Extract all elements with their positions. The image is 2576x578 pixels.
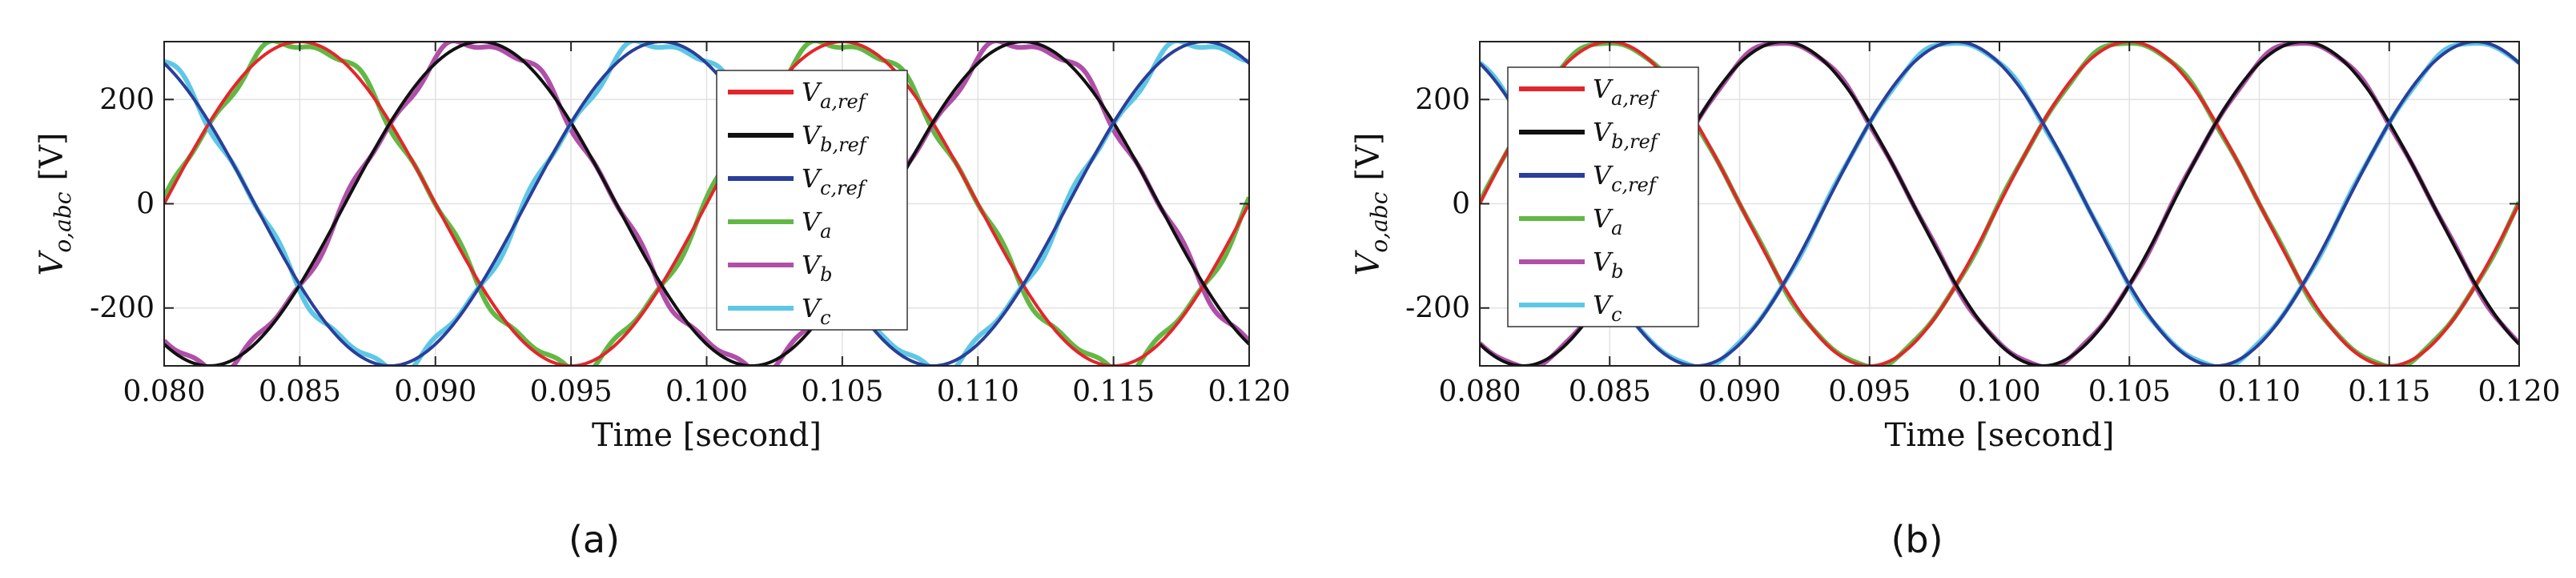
x-tick-label: 0.120	[1208, 375, 1290, 408]
series-line-b-ref	[164, 42, 1249, 366]
legend-label-a-ref: Va,ref	[1593, 74, 1660, 110]
y-tick-label: 0	[1452, 188, 1470, 221]
x-tick-label: 0.080	[123, 375, 205, 408]
x-axis-title: Time [second]	[592, 417, 822, 454]
x-tick-label: 0.090	[394, 375, 476, 408]
y-axis-title: Vo,abc[V]	[34, 132, 76, 275]
legend-label-b: Vb	[1593, 247, 1623, 283]
x-tick-label: 0.085	[1569, 375, 1651, 408]
series-group	[164, 42, 1249, 366]
x-tick-label: 0.105	[801, 375, 883, 408]
panel-caption: (a)	[569, 518, 620, 561]
x-tick-label: 0.110	[2218, 375, 2301, 408]
x-tick-label: 0.095	[1828, 375, 1911, 408]
x-tick-label: 0.085	[259, 375, 341, 408]
y-tick-label: 0	[136, 188, 155, 221]
chart-panel-a: 0.080 0.085 0.090 0.095 0.100 0.105 0.110 0.115…	[34, 41, 1291, 561]
legend-label-c: Vc	[802, 293, 831, 329]
legend-label-b-ref: Vb,ref	[1593, 117, 1661, 153]
series-line-a-ref	[1480, 42, 2519, 366]
x-tick-label: 0.100	[665, 375, 748, 408]
legend-label-c-ref: Vc,ref	[1593, 160, 1659, 196]
chart-panel-b: 0.080 0.085 0.090 0.095 0.100 0.105 0.110 0.115…	[1350, 41, 2561, 561]
y-axis-title: Vo,abc[V]	[1350, 132, 1392, 275]
x-tick-label: 0.105	[2088, 375, 2171, 408]
x-tick-label: 0.115	[1072, 375, 1155, 408]
y-tick-label: 200	[99, 83, 155, 116]
legend-label-a-ref: Va,ref	[802, 77, 869, 113]
x-tick-label: 0.095	[530, 375, 613, 408]
x-axis-title: Time [second]	[1884, 417, 2114, 454]
legend-box	[1507, 66, 1699, 327]
series-line-c-ref	[164, 42, 1249, 366]
panel-caption: (b)	[1891, 518, 1943, 561]
y-tick-label: 200	[1415, 83, 1470, 116]
x-tick-label: 0.110	[937, 375, 1019, 408]
series-line-c-ref	[1480, 42, 2519, 366]
legend-label-b-ref: Vb,ref	[802, 120, 870, 156]
legend-label-c-ref: Vc,ref	[802, 163, 868, 199]
legend-label-c: Vc	[1593, 290, 1622, 326]
y-tick-label: -200	[1405, 292, 1470, 325]
legend-label-b: Vb	[802, 250, 832, 286]
x-tick-label: 0.100	[1958, 375, 2040, 408]
legend-label-a: Va	[1593, 203, 1622, 239]
legend-box	[716, 70, 908, 331]
x-tick-label: 0.080	[1438, 375, 1521, 408]
series-line-a-ref	[164, 42, 1249, 366]
legend: Va,ref Vb,ref Vc,ref Va Vb Vc	[1507, 66, 1699, 327]
legend: Va,ref Vb,ref Vc,ref Va Vb Vc	[716, 70, 908, 331]
x-tick-label: 0.115	[2348, 375, 2430, 408]
x-tick-label: 0.120	[2478, 375, 2560, 408]
x-tick-label: 0.090	[1698, 375, 1781, 408]
y-tick-label: -200	[90, 292, 155, 325]
legend-label-a: Va	[802, 207, 831, 243]
